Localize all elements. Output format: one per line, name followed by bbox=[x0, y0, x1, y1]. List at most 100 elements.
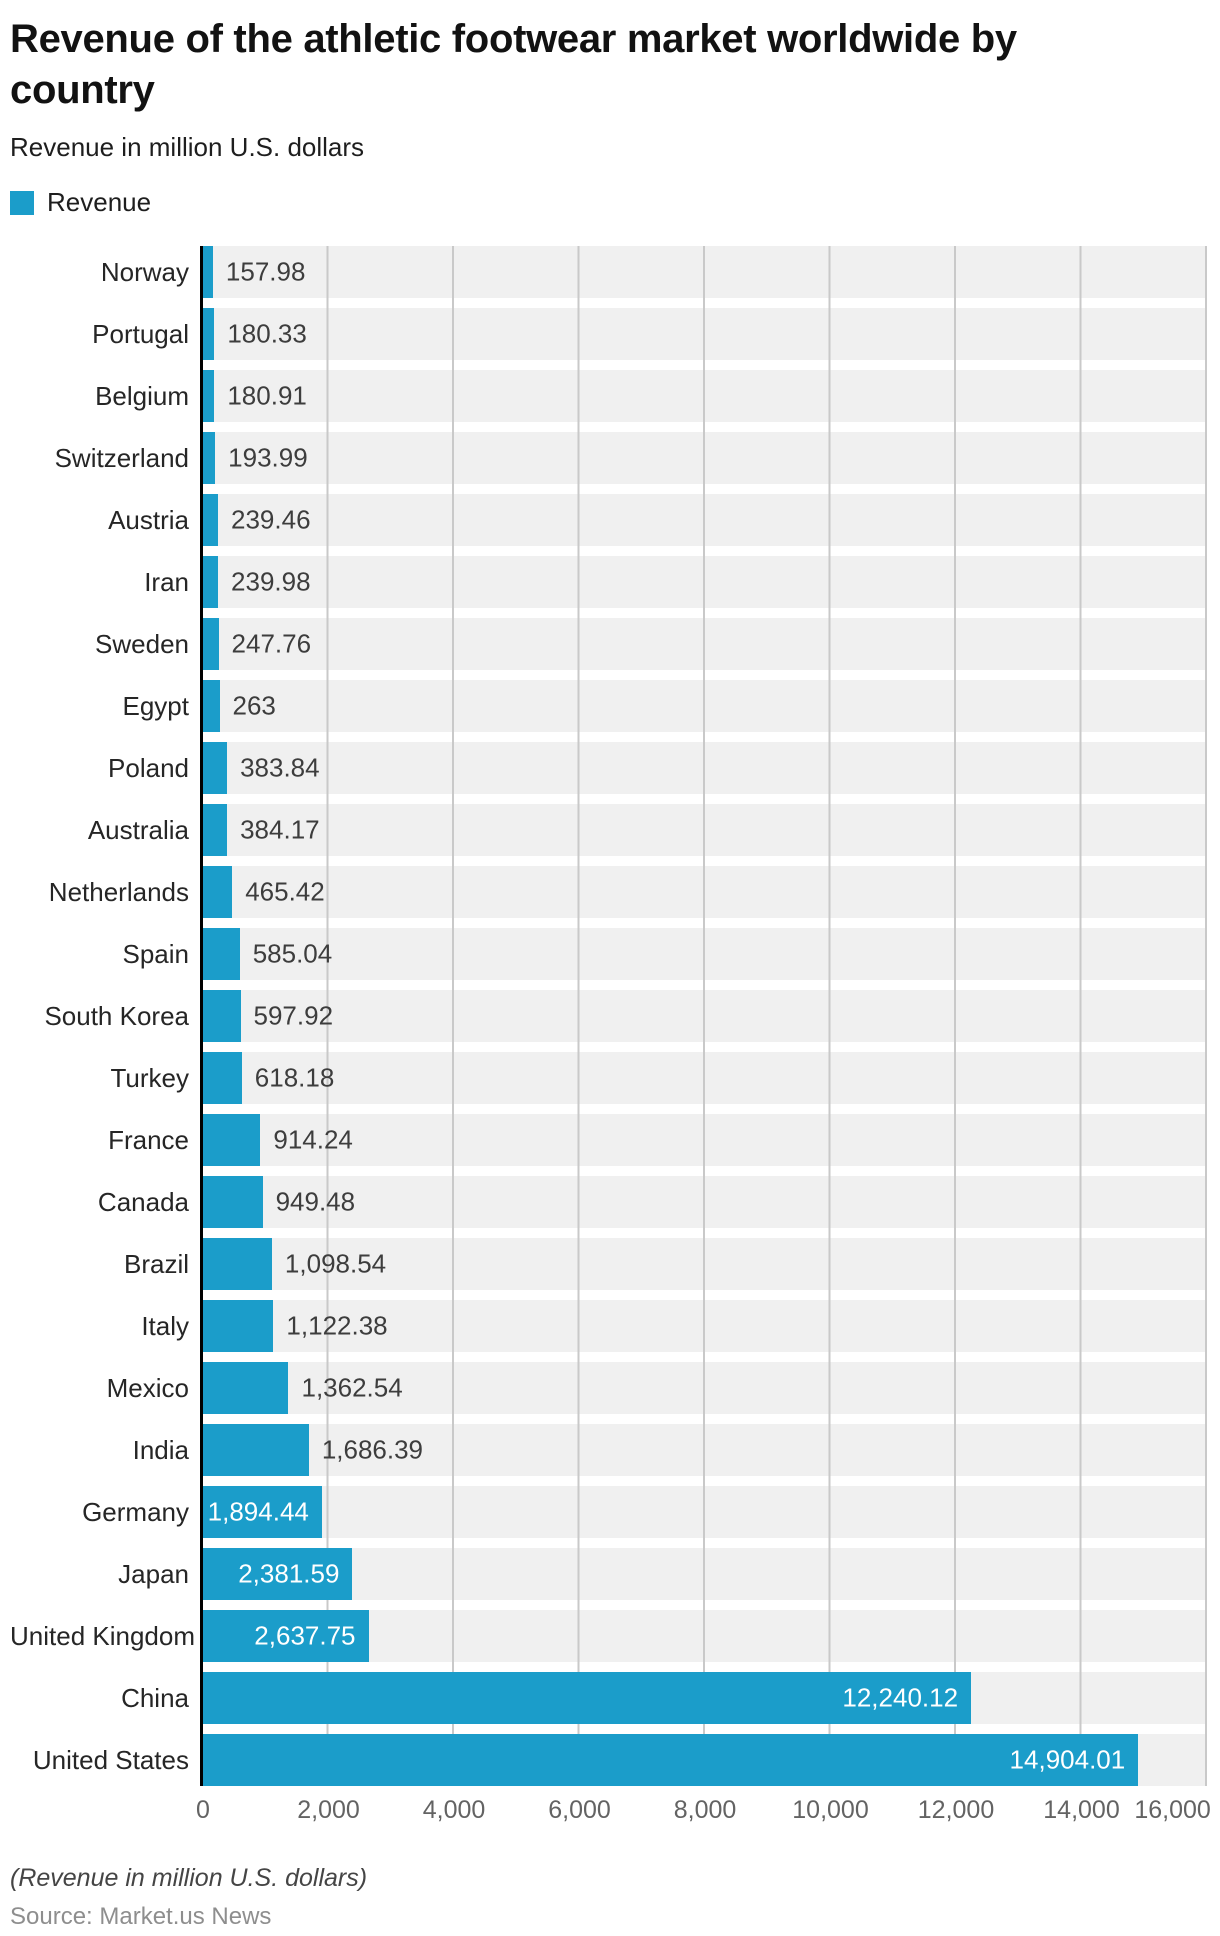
bar-track: 1,686.39 bbox=[203, 1424, 1207, 1477]
value-label: 2,381.59 bbox=[238, 1558, 340, 1589]
legend-label: Revenue bbox=[47, 187, 152, 218]
bar[interactable] bbox=[203, 928, 240, 981]
bar[interactable] bbox=[203, 1362, 289, 1415]
x-axis: 0 2,000 4,000 6,000 8,000 10,000 12,000 14,000 1… bbox=[196, 1796, 1211, 1828]
value-label: 597.92 bbox=[253, 1000, 334, 1031]
bar[interactable] bbox=[203, 1238, 272, 1291]
bar-track: 1,894.44 bbox=[203, 1486, 1207, 1539]
bar-track: 383.84 bbox=[203, 742, 1207, 795]
bar[interactable] bbox=[203, 370, 215, 423]
bar-track: 157.98 bbox=[203, 246, 1207, 299]
bar[interactable] bbox=[203, 742, 228, 795]
bar[interactable] bbox=[203, 432, 216, 485]
bar-row: Belgium 180.91 bbox=[10, 370, 1220, 423]
bar[interactable] bbox=[203, 990, 241, 1043]
bar-row: Poland 383.84 bbox=[10, 742, 1220, 795]
value-label: 465.42 bbox=[245, 876, 325, 907]
bar[interactable] bbox=[203, 246, 213, 299]
category-label: Turkey bbox=[110, 1063, 190, 1094]
category-label: Norway bbox=[100, 257, 189, 288]
bar-row: Spain 585.04 bbox=[10, 928, 1220, 981]
bar-track: 949.48 bbox=[203, 1176, 1207, 1229]
bar-row: France 914.24 bbox=[10, 1114, 1220, 1167]
bar-row: Germany 1,894.44 bbox=[10, 1486, 1220, 1539]
value-label: 247.76 bbox=[231, 628, 312, 659]
bar-track: 247.76 bbox=[203, 618, 1207, 671]
value-label: 157.98 bbox=[225, 256, 306, 287]
category-label: Japan bbox=[118, 1559, 189, 1590]
bar-row: Egypt 263 bbox=[10, 680, 1220, 733]
bar-row: Switzerland 193.99 bbox=[10, 432, 1220, 485]
value-label: 14,904.01 bbox=[1009, 1744, 1126, 1775]
bar-row: South Korea 597.92 bbox=[10, 990, 1220, 1043]
x-axis-tick: 6,000 bbox=[548, 1796, 611, 1825]
bar-row: China 12,240.12 bbox=[10, 1672, 1220, 1725]
value-label: 585.04 bbox=[252, 938, 333, 969]
bar-row: Netherlands 465.42 bbox=[10, 866, 1220, 919]
legend-item-revenue[interactable]: Revenue bbox=[10, 187, 151, 218]
bar-track: 384.17 bbox=[203, 804, 1207, 857]
x-axis-tick: 10,000 bbox=[792, 1796, 869, 1825]
value-label: 239.46 bbox=[231, 504, 311, 535]
bar[interactable] bbox=[203, 1114, 261, 1167]
bar-track: 14,904.01 bbox=[203, 1734, 1207, 1787]
category-label: Egypt bbox=[122, 691, 190, 722]
bar[interactable] bbox=[203, 1424, 309, 1477]
bar-track: 618.18 bbox=[203, 1052, 1207, 1105]
category-label: Germany bbox=[82, 1497, 189, 1528]
value-label: 949.48 bbox=[275, 1186, 356, 1217]
page-title: Revenue of the athletic footwear market … bbox=[10, 17, 1017, 113]
legend-swatch bbox=[10, 190, 34, 215]
bar[interactable] bbox=[203, 556, 219, 609]
category-label: Switzerland bbox=[54, 443, 189, 474]
bar-track: 1,362.54 bbox=[203, 1362, 1207, 1415]
category-label: Spain bbox=[122, 939, 190, 970]
category-label: Australia bbox=[87, 815, 189, 846]
category-label: United Kingdom bbox=[10, 1621, 195, 1652]
bar-row: Italy 1,122.38 bbox=[10, 1300, 1220, 1353]
value-label: 383.84 bbox=[240, 752, 320, 783]
value-label: 1,894.44 bbox=[207, 1496, 309, 1527]
value-label: 263 bbox=[232, 690, 276, 721]
bar-row: Mexico 1,362.54 bbox=[10, 1362, 1220, 1415]
category-label: Italy bbox=[141, 1311, 189, 1342]
bar-track: 1,098.54 bbox=[203, 1238, 1207, 1291]
plot-rows: Norway 157.98 Portugal 180.33 Belgium 180.91 S… bbox=[10, 246, 1220, 1787]
bar[interactable] bbox=[203, 1176, 263, 1229]
value-label: 180.33 bbox=[227, 318, 307, 349]
bar[interactable] bbox=[203, 1052, 242, 1105]
value-label: 384.17 bbox=[240, 814, 320, 845]
x-axis-tick: 0 bbox=[196, 1796, 210, 1825]
bar[interactable] bbox=[203, 308, 215, 361]
bar-track: 12,240.12 bbox=[203, 1672, 1207, 1725]
bar-row: Japan 2,381.59 bbox=[10, 1548, 1220, 1601]
category-label: Poland bbox=[108, 753, 189, 784]
y-axis-line bbox=[200, 246, 203, 1787]
category-label: Canada bbox=[97, 1187, 189, 1218]
bar-chart: Norway 157.98 Portugal 180.33 Belgium 180.91 S… bbox=[10, 246, 1220, 1828]
bar[interactable] bbox=[203, 618, 219, 671]
bar[interactable] bbox=[203, 494, 219, 547]
x-axis-tick: 12,000 bbox=[917, 1796, 995, 1825]
bar[interactable] bbox=[203, 1734, 1139, 1787]
bar-track: 465.42 bbox=[203, 866, 1207, 919]
bar-row: Turkey 618.18 bbox=[10, 1052, 1220, 1105]
bar-row: Canada 949.48 bbox=[10, 1176, 1220, 1229]
category-label: South Korea bbox=[44, 1001, 189, 1032]
bar-track: 2,381.59 bbox=[203, 1548, 1207, 1601]
value-label: 1,362.54 bbox=[301, 1372, 403, 1403]
bar[interactable] bbox=[203, 804, 228, 857]
bar[interactable] bbox=[203, 866, 233, 919]
chart-footnote: (Revenue in million U.S. dollars) bbox=[10, 1864, 368, 1893]
chart-source: Source: Market.us News bbox=[10, 1903, 272, 1931]
bar-track: 180.33 bbox=[203, 308, 1207, 361]
category-label: Netherlands bbox=[48, 877, 189, 908]
bar[interactable] bbox=[203, 680, 220, 733]
bar[interactable] bbox=[203, 1300, 274, 1353]
legend: Revenue bbox=[10, 187, 151, 218]
value-label: 1,098.54 bbox=[284, 1248, 387, 1279]
category-label: Iran bbox=[144, 567, 189, 598]
bar-track: 193.99 bbox=[203, 432, 1207, 485]
bar-row: United Kingdom 2,637.75 bbox=[10, 1610, 1220, 1663]
